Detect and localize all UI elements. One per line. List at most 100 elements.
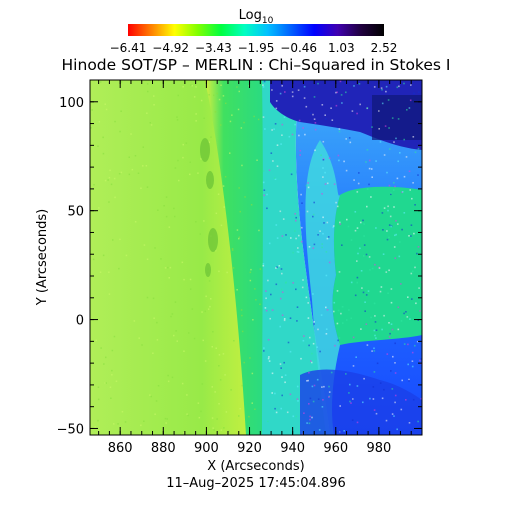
speckle bbox=[332, 225, 335, 227]
speckle bbox=[386, 238, 389, 241]
speckle bbox=[337, 154, 340, 157]
disk-speckle bbox=[100, 347, 102, 349]
disk-speckle bbox=[152, 352, 154, 354]
x-tick-label: 880 bbox=[151, 441, 176, 456]
speckle bbox=[349, 383, 351, 386]
speckle bbox=[390, 225, 393, 228]
region-limb bbox=[205, 80, 280, 435]
disk-speckle bbox=[137, 172, 140, 174]
disk-speckle bbox=[142, 146, 144, 148]
speckle bbox=[360, 328, 362, 330]
disk-speckle bbox=[243, 361, 245, 364]
speckle bbox=[276, 165, 279, 167]
speckle bbox=[296, 250, 299, 253]
speckle bbox=[291, 133, 294, 136]
speckle bbox=[352, 365, 355, 367]
speckle bbox=[307, 182, 309, 184]
speckle bbox=[332, 226, 334, 229]
speckle bbox=[373, 347, 375, 350]
disk-speckle bbox=[211, 386, 213, 388]
speckle bbox=[403, 138, 405, 141]
disk-speckle bbox=[223, 427, 225, 429]
disk-speckle bbox=[222, 95, 225, 97]
speckle bbox=[417, 246, 420, 248]
speckle bbox=[417, 147, 420, 150]
speckle bbox=[413, 92, 415, 95]
speckle bbox=[371, 350, 373, 352]
speckle bbox=[401, 228, 403, 231]
speckle bbox=[336, 290, 339, 292]
speckle bbox=[298, 134, 300, 137]
y-tick-label: 100 bbox=[59, 96, 84, 111]
speckle bbox=[326, 182, 329, 185]
disk-speckle bbox=[153, 95, 155, 97]
speckle bbox=[267, 279, 269, 282]
speckle bbox=[336, 322, 339, 325]
disk-speckle bbox=[214, 391, 216, 393]
speckle bbox=[265, 290, 267, 292]
speckle bbox=[314, 128, 317, 131]
speckle bbox=[393, 141, 395, 143]
speckle bbox=[326, 309, 329, 311]
disk-speckle bbox=[224, 374, 226, 376]
disk-speckle bbox=[236, 289, 238, 291]
disk-speckle bbox=[224, 176, 227, 178]
disk-speckle bbox=[117, 423, 119, 425]
speckle bbox=[338, 343, 340, 345]
disk-speckle bbox=[140, 187, 142, 189]
speckle bbox=[300, 240, 303, 243]
speckle bbox=[298, 234, 300, 237]
speckle bbox=[305, 105, 308, 108]
speckle bbox=[408, 170, 411, 173]
disk-speckle bbox=[108, 271, 110, 273]
speckle bbox=[363, 255, 365, 257]
speckle bbox=[408, 422, 411, 424]
disk-speckle bbox=[239, 210, 241, 213]
disk-speckle bbox=[230, 389, 232, 391]
speckle bbox=[281, 272, 283, 275]
speckle bbox=[323, 385, 325, 388]
disk-speckle bbox=[94, 426, 96, 428]
speckle bbox=[275, 267, 277, 269]
speckle bbox=[281, 134, 283, 136]
disk-speckle bbox=[239, 407, 241, 410]
speckle bbox=[370, 196, 372, 198]
speckle bbox=[378, 267, 381, 269]
speckle bbox=[281, 314, 284, 316]
speckle bbox=[306, 422, 308, 424]
speckle bbox=[266, 193, 268, 196]
speckle bbox=[289, 393, 292, 396]
disk-speckle bbox=[254, 408, 256, 410]
disk-speckle bbox=[201, 311, 203, 313]
speckle bbox=[354, 211, 357, 213]
speckle bbox=[393, 246, 396, 248]
speckle bbox=[317, 328, 319, 331]
speckle bbox=[369, 269, 371, 271]
speckle bbox=[263, 80, 266, 83]
speckle bbox=[283, 116, 286, 118]
speckle bbox=[292, 282, 294, 284]
speckle bbox=[397, 223, 399, 225]
heatmap bbox=[90, 80, 422, 435]
speckle bbox=[394, 342, 396, 345]
speckle bbox=[359, 247, 361, 250]
speckle bbox=[412, 182, 414, 184]
speckle bbox=[312, 247, 315, 249]
speckle bbox=[400, 320, 403, 322]
speckle bbox=[309, 418, 311, 421]
speckle bbox=[264, 128, 266, 130]
disk-speckle bbox=[114, 196, 116, 199]
speckle bbox=[262, 84, 264, 86]
disk-speckle bbox=[165, 422, 167, 424]
speckle bbox=[373, 350, 376, 352]
disk-speckle bbox=[125, 254, 128, 257]
disk-speckle bbox=[189, 161, 191, 163]
speckle bbox=[281, 394, 283, 397]
speckle bbox=[358, 172, 360, 174]
speckle bbox=[350, 317, 353, 320]
speckle bbox=[281, 85, 283, 87]
speckle bbox=[407, 343, 409, 346]
speckle bbox=[356, 281, 359, 284]
speckle bbox=[383, 154, 386, 156]
